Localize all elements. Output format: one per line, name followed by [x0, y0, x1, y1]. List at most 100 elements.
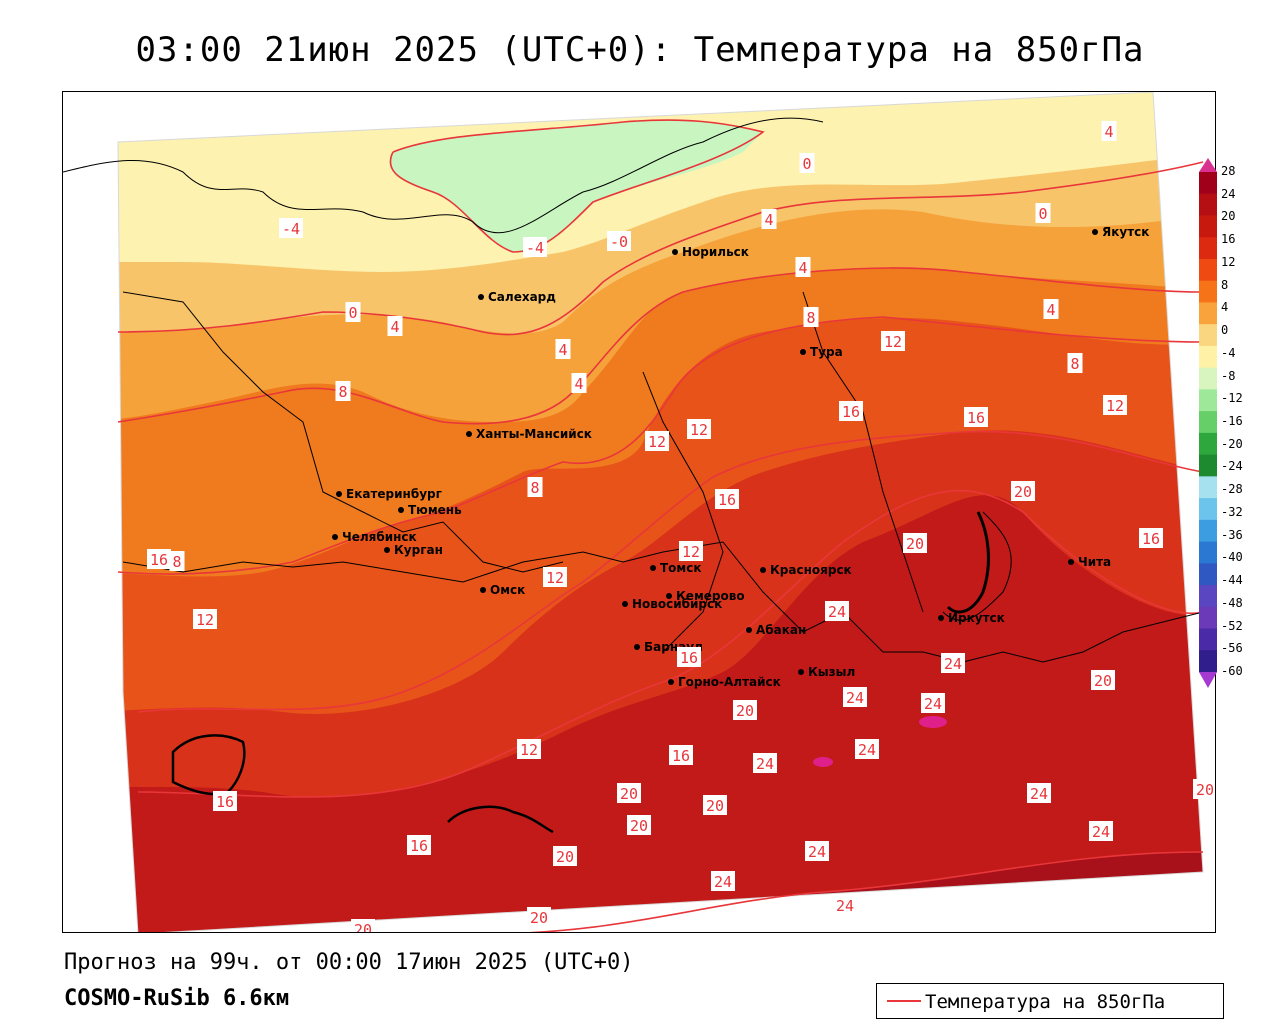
borders: [63, 117, 1204, 663]
isotherm-label-bg: [687, 419, 711, 439]
colorbar-swatch: [1199, 432, 1217, 456]
isotherm-label-bg: [279, 218, 303, 238]
colorbar-swatch: [1199, 324, 1217, 347]
isotherm-label: 8: [338, 383, 347, 401]
isotherm-label-bg: [1027, 783, 1051, 803]
city-label: Якутск: [1102, 225, 1149, 239]
isotherm-label: 20: [736, 702, 754, 720]
city-dot: [634, 644, 640, 650]
colorbar-swatch: [1199, 302, 1217, 325]
city-label: Абакан: [756, 623, 806, 637]
isotherm-label-bg: [607, 231, 631, 251]
isotherm-label: 24: [846, 689, 864, 707]
colorbar-swatch: [1199, 193, 1217, 216]
city-dot: [384, 547, 390, 553]
isotherm-label-bg: [1139, 528, 1163, 548]
isotherm-label: 16: [680, 649, 698, 667]
colorbar-swatch: [1199, 172, 1217, 195]
isotherm-label: 12: [690, 421, 708, 439]
isotherm-label-bg: [833, 895, 857, 915]
lake-balkhash: [447, 805, 554, 834]
colorbar-swatch: [1199, 541, 1217, 564]
isotherm-label: 20: [1196, 781, 1214, 799]
isotherm-label: 8: [530, 479, 539, 497]
isotherm-label: 20: [556, 848, 574, 866]
city-dot: [798, 669, 804, 675]
map-title: 03:00 21июн 2025 (UTC+0): Температура на…: [135, 30, 1145, 70]
map-area[interactable]: Норильск Якутск Салехард Тура Ханты-Мансийск…: [62, 91, 1216, 933]
isotherm-label-bg: [1193, 779, 1215, 799]
city-dot: [1092, 229, 1098, 235]
colorbar-swatch: [1199, 585, 1217, 608]
city-dot: [672, 249, 678, 255]
isotherm-label: 24: [924, 695, 942, 713]
isotherm-label: 24: [808, 843, 826, 861]
isotherm-label: 20: [630, 817, 648, 835]
city-label: Горно-Алтайск: [678, 675, 781, 689]
isotherm-label-bg: [543, 567, 567, 587]
isotherm-label-bg: [843, 687, 867, 707]
city-dot: [622, 601, 628, 607]
city-label: Тюмень: [408, 503, 462, 517]
isotherm-label-bg: [1091, 670, 1115, 690]
colorbar-tick-label: -4: [1221, 345, 1236, 360]
isotherm-label-bg: [1035, 203, 1051, 223]
isotherm-label-bg: [677, 647, 701, 667]
isotherm-label-bg: [805, 841, 829, 861]
isotherm-label-bg: [527, 907, 551, 927]
isotherm-label-bg: [855, 739, 879, 759]
isotherm-label: 12: [884, 333, 902, 351]
isotherm-label-bg: [921, 693, 945, 713]
city-dot: [478, 294, 484, 300]
isotherm-label: 16: [842, 403, 860, 421]
isotherm-label: 4: [1046, 301, 1055, 319]
isotherm-label-bg: [1101, 121, 1117, 141]
isotherm-label-bg: [193, 609, 217, 629]
city-dot: [650, 565, 656, 571]
isotherm-label: 16: [216, 793, 234, 811]
colorbar-tick-label: -36: [1221, 527, 1243, 542]
sea-outline: [171, 734, 246, 796]
colorbar-swatch: [1199, 563, 1217, 586]
isotherm-label: 0: [802, 155, 811, 173]
isotherm-label-bg: [1011, 481, 1035, 501]
colorbar-tick-label: -56: [1221, 641, 1243, 656]
model-info: COSMO-RuSib 6.6км: [64, 986, 290, 1011]
colorbar-tick-label: 8: [1221, 277, 1229, 292]
isotherm-label-bg: [627, 815, 651, 835]
city-dot: [466, 431, 472, 437]
isotherm-label-bg: [1103, 395, 1127, 415]
isotherm-label: 4: [390, 318, 399, 336]
isotherm-label: 12: [682, 543, 700, 561]
isotherm-label-bg: [839, 401, 863, 421]
city-label: Кызыл: [808, 665, 855, 679]
lake-baikal: [946, 511, 990, 614]
isotherm-label: 20: [1014, 483, 1032, 501]
city-label: Курган: [394, 543, 443, 557]
isotherm-label: 4: [558, 341, 567, 359]
isotherm-label-bg: [527, 477, 543, 497]
colorbar-swatch: [1199, 476, 1217, 499]
colorbar-tick-label: -8: [1221, 368, 1236, 383]
colorbar-tick-label: 12: [1221, 254, 1236, 269]
colorbar-tick-label: -32: [1221, 504, 1243, 519]
city-dot: [480, 587, 486, 593]
isotherm-label-bg: [407, 835, 431, 855]
city-label: Кемерово: [676, 589, 745, 603]
city-label: Иркутск: [948, 611, 1005, 625]
isotherm-label: 24: [828, 603, 846, 621]
city-dot: [938, 615, 944, 621]
city-label: Тура: [810, 345, 843, 359]
isotherm-label: 16: [1142, 530, 1160, 548]
legend: Температура на 850гПа: [876, 983, 1224, 1019]
colorbar-tick-label: 16: [1221, 232, 1236, 247]
city-dot: [666, 593, 672, 599]
isotherm-label: 24: [1030, 785, 1048, 803]
isotherm-label-bg: [351, 919, 375, 932]
isotherm-label: 8: [172, 553, 181, 571]
colorbar-tick-label: -24: [1221, 459, 1243, 474]
isotherm-label: 24: [858, 741, 876, 759]
city-dot: [1068, 559, 1074, 565]
colorbar-swatch: [1199, 258, 1217, 282]
